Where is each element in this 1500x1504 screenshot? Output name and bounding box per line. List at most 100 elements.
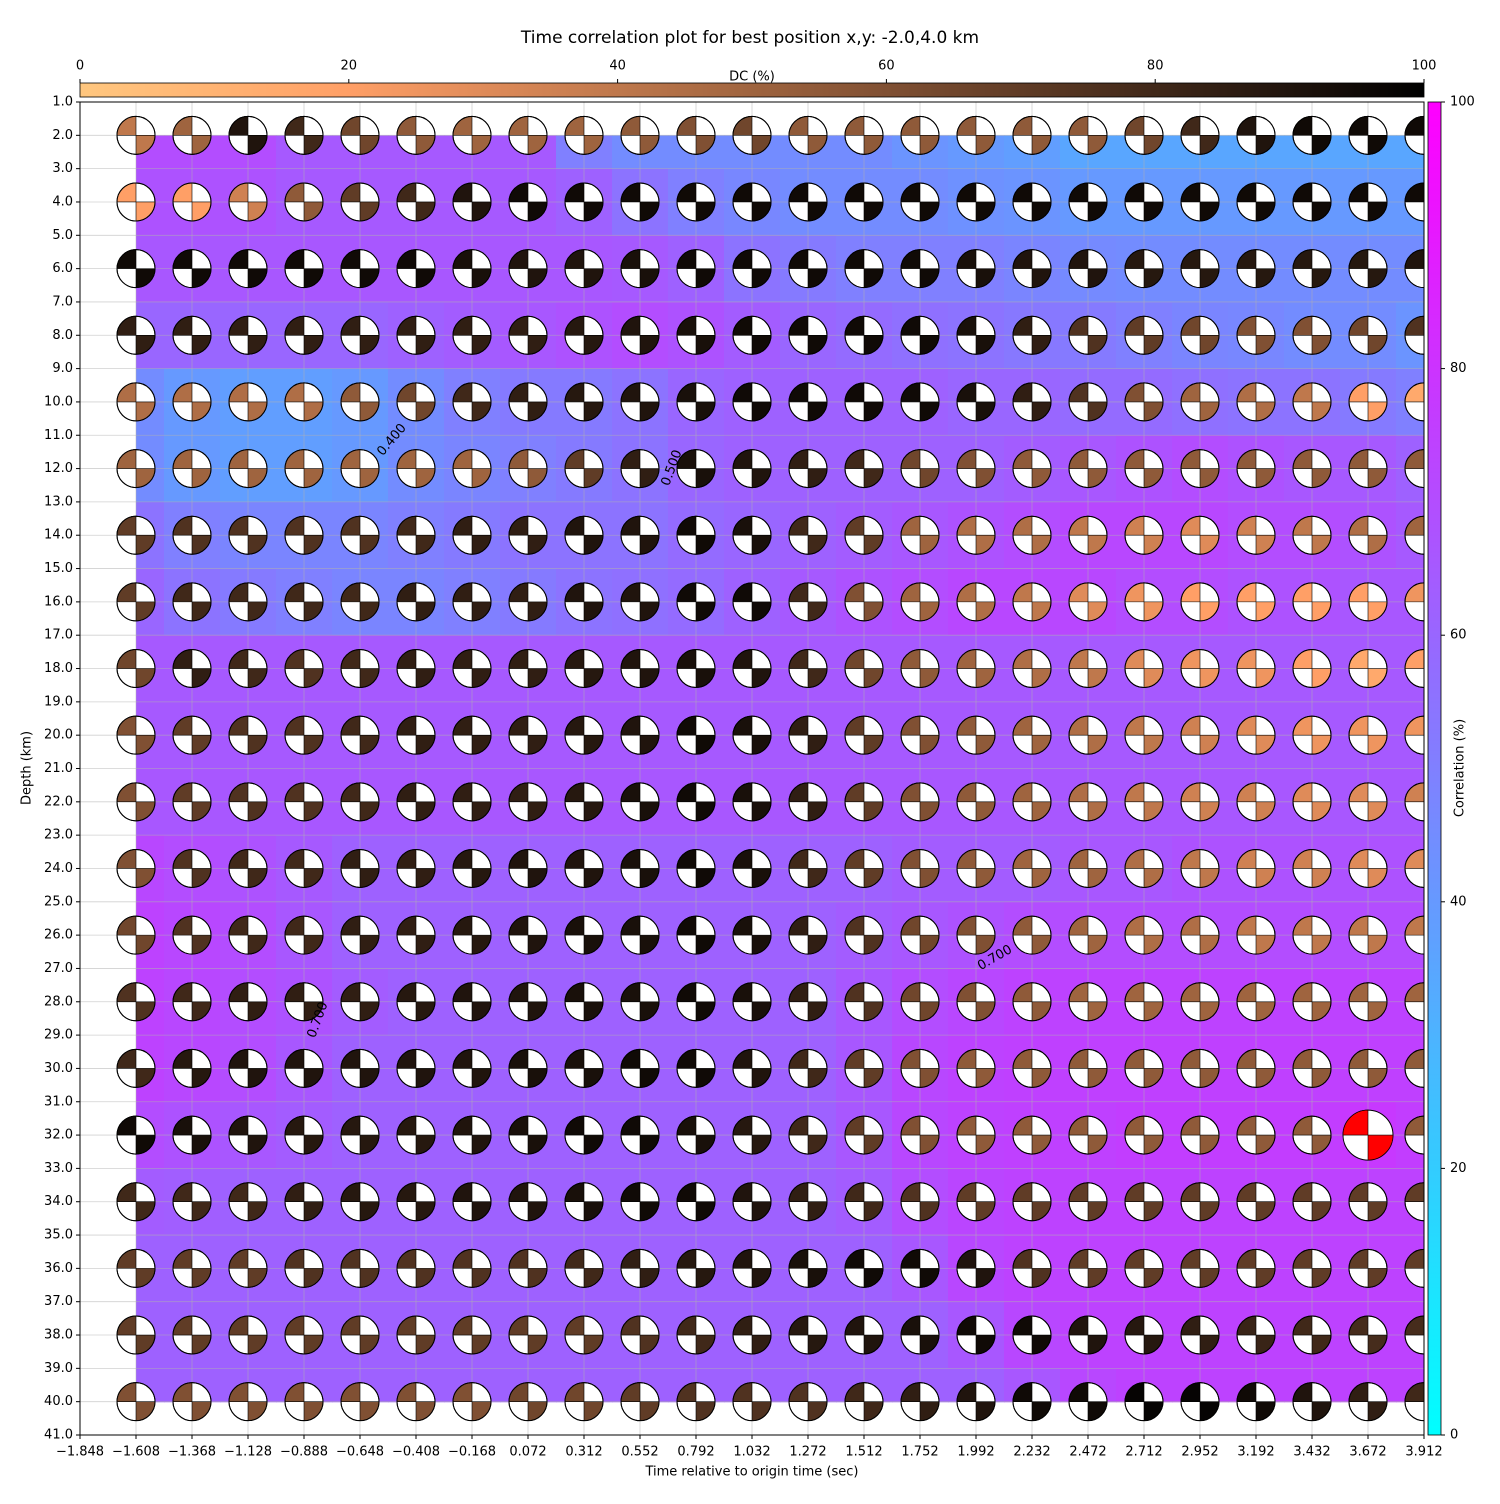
- beachball: [956, 1248, 996, 1288]
- beachball: [788, 715, 828, 755]
- beachball: [1292, 649, 1332, 689]
- beachball-outline: [732, 1115, 772, 1155]
- beachball-outline: [340, 1248, 380, 1288]
- beachball-outline: [900, 382, 940, 422]
- beachball-outline: [1180, 1382, 1220, 1422]
- beachball-outline: [956, 1115, 996, 1155]
- beachball-outline: [1124, 715, 1164, 755]
- beachball: [788, 182, 828, 222]
- beachball: [1068, 982, 1108, 1022]
- beachball: [956, 848, 996, 888]
- x-tick-label: −0.408: [392, 1445, 440, 1460]
- beachball: [1180, 1048, 1220, 1088]
- beachball: [172, 649, 212, 689]
- beachball-outline: [844, 582, 884, 622]
- beachball-outline: [564, 715, 604, 755]
- beachball: [956, 649, 996, 689]
- y-tick-label: 41.0: [44, 1428, 73, 1443]
- beachball: [620, 715, 660, 755]
- beachball: [732, 1048, 772, 1088]
- beachball: [1012, 382, 1052, 422]
- beachball: [116, 1248, 156, 1288]
- y-tick-label: 34.0: [44, 1194, 73, 1209]
- beachball: [1236, 1382, 1276, 1422]
- beachball: [116, 848, 156, 888]
- y-tick-label: 15.0: [44, 561, 73, 576]
- beachball: [284, 315, 324, 355]
- beachball-outline: [732, 582, 772, 622]
- beachball-outline: [900, 649, 940, 689]
- beachball-outline: [732, 249, 772, 289]
- beachball: [172, 515, 212, 555]
- beachball-outline: [676, 449, 716, 489]
- beachball-outline: [1012, 1115, 1052, 1155]
- beachball-outline: [396, 715, 436, 755]
- x-tick-label: 2.232: [1013, 1445, 1050, 1460]
- beachball-outline: [1236, 915, 1276, 955]
- beachball: [228, 1182, 268, 1222]
- beachball-outline: [396, 315, 436, 355]
- beachball: [564, 115, 604, 155]
- beachball-outline: [116, 449, 156, 489]
- beachball: [116, 649, 156, 689]
- beachball-outline: [1180, 982, 1220, 1022]
- beachball: [676, 915, 716, 955]
- y-tick-label: 22.0: [44, 794, 73, 809]
- beachball: [1124, 115, 1164, 155]
- beachball-outline: [788, 915, 828, 955]
- beachball-outline: [732, 315, 772, 355]
- beachball-outline: [228, 115, 268, 155]
- beachball: [340, 315, 380, 355]
- beachball: [956, 1382, 996, 1422]
- beachball-outline: [564, 1115, 604, 1155]
- beachball: [956, 382, 996, 422]
- beachball-outline: [900, 1315, 940, 1355]
- dc-colorbar-tick-label: 100: [1412, 59, 1437, 74]
- beachball-outline: [788, 782, 828, 822]
- beachball: [1348, 1048, 1388, 1088]
- beachball: [172, 1182, 212, 1222]
- beachball: [788, 1315, 828, 1355]
- beachball: [788, 582, 828, 622]
- beachball: [228, 649, 268, 689]
- beachball: [732, 848, 772, 888]
- beachball: [508, 1382, 548, 1422]
- y-tick-label: 8.0: [52, 328, 73, 343]
- beachball-outline: [284, 382, 324, 422]
- beachball-outline: [844, 1048, 884, 1088]
- beachball: [1292, 249, 1332, 289]
- beachball: [620, 915, 660, 955]
- beachball: [396, 1248, 436, 1288]
- beachball: [284, 115, 324, 155]
- beachball-outline: [452, 982, 492, 1022]
- beachball-outline: [452, 382, 492, 422]
- beachball: [116, 449, 156, 489]
- beachball-outline: [284, 315, 324, 355]
- beachball: [1348, 1182, 1388, 1222]
- beachball: [228, 715, 268, 755]
- y-tick-label: 6.0: [52, 261, 73, 276]
- beachball: [620, 1182, 660, 1222]
- y-tick-label: 27.0: [44, 961, 73, 976]
- beachball: [452, 1248, 492, 1288]
- beachball-outline: [172, 715, 212, 755]
- beachball-outline: [620, 982, 660, 1022]
- beachball-outline: [1124, 782, 1164, 822]
- beachball: [116, 515, 156, 555]
- beachball-outline: [1180, 515, 1220, 555]
- beachball-outline: [340, 1115, 380, 1155]
- beachball: [676, 249, 716, 289]
- beachball-outline: [228, 1315, 268, 1355]
- beachball: [1236, 649, 1276, 689]
- beachball: [116, 782, 156, 822]
- beachball: [788, 782, 828, 822]
- beachball-outline: [1012, 449, 1052, 489]
- beachball-outline: [788, 1182, 828, 1222]
- beachball-outline: [844, 1248, 884, 1288]
- beachball-outline: [620, 382, 660, 422]
- beachball-outline: [1348, 515, 1388, 555]
- beachball-outline: [564, 115, 604, 155]
- beachball: [340, 982, 380, 1022]
- beachball-outline: [676, 1115, 716, 1155]
- beachball-outline: [1404, 782, 1424, 822]
